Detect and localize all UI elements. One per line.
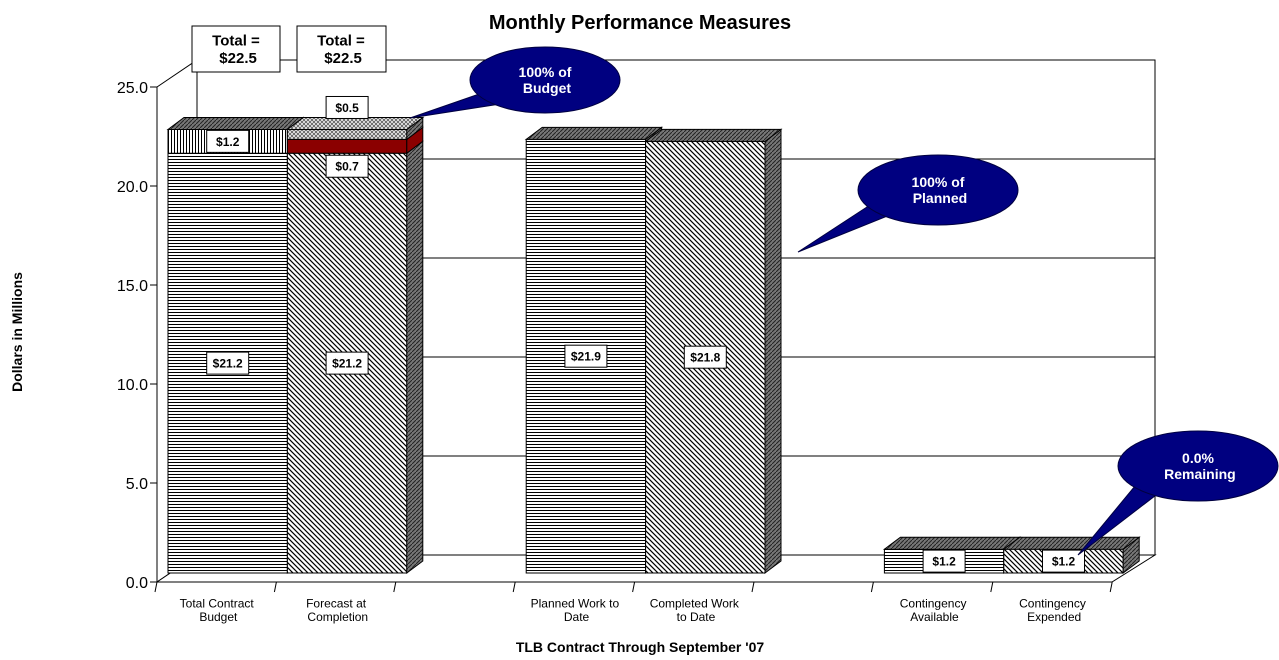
- value-label: $21.2: [213, 357, 243, 371]
- y-tick-label: 20.0: [117, 179, 148, 196]
- bar-side: [406, 140, 424, 574]
- total-label: Total = $22.5: [212, 33, 260, 67]
- value-label: $21.2: [332, 357, 362, 371]
- y-axis-label: Dollars in Millions: [9, 272, 25, 392]
- x-tick: [273, 581, 277, 593]
- total-box: Total = $22.5: [296, 25, 387, 73]
- x-tick-label: Contingency Available: [900, 596, 967, 624]
- value-label-box: [325, 95, 369, 119]
- callout-bubble: [1117, 430, 1279, 502]
- total-frame: [191, 25, 281, 73]
- bar-top: [524, 126, 664, 140]
- x-tick-label: Total Contract Budget: [180, 596, 255, 624]
- value-label: $21.8: [690, 351, 720, 365]
- bar-segment: [286, 138, 408, 154]
- value-label-box: [564, 344, 608, 368]
- callout-text: 100% of Planned: [909, 174, 967, 206]
- value-label-box: [325, 351, 369, 375]
- bar-top: [1002, 536, 1141, 550]
- total-frame: [296, 25, 387, 73]
- value-label-box: [206, 351, 250, 375]
- x-tick-label: Planned Work to Date: [531, 596, 620, 624]
- bar-top: [285, 116, 425, 130]
- callout: 0.0% Remaining: [1077, 430, 1279, 556]
- y-tick-label: 0.0: [126, 575, 148, 592]
- y-tick-label: 15.0: [117, 278, 148, 295]
- value-label-box: [922, 549, 966, 573]
- callout-text: 0.0% Remaining: [1160, 450, 1235, 482]
- x-tick: [1109, 581, 1113, 593]
- value-label: $21.9: [571, 350, 601, 364]
- x-axis-label: TLB Contract Through September '07: [516, 639, 765, 655]
- y-tick-label: 10.0: [117, 377, 148, 394]
- callout-text: 100% of Budget: [519, 64, 572, 96]
- x-tick: [512, 581, 516, 593]
- callout-bubble: [469, 46, 621, 114]
- x-tick-label: Forecast at Completion: [304, 596, 368, 624]
- bar-side: [764, 128, 782, 574]
- value-label: $1.2: [1052, 555, 1076, 569]
- bar-top: [882, 536, 1022, 550]
- total-label: Total = $22.5: [317, 33, 365, 67]
- x-tick-label: Contingency Expended: [1019, 596, 1086, 624]
- value-label: $0.7: [335, 160, 359, 174]
- value-label: $0.5: [335, 101, 359, 115]
- value-label-box: [206, 129, 250, 153]
- callout-bubble: [857, 154, 1019, 226]
- x-tick: [393, 581, 397, 593]
- bar-segment: [286, 128, 408, 140]
- value-label-box: [683, 345, 727, 369]
- x-tick: [751, 581, 755, 593]
- total-box: Total = $22.5: [191, 25, 281, 118]
- y-tick-label: 5.0: [126, 476, 148, 493]
- value-label: $1.2: [932, 555, 956, 569]
- callout: 100% of Budget: [409, 46, 621, 119]
- labels: 0.0 5.0 10.0 15.0 20.0 25.0 Total Contract Bud…: [117, 80, 1086, 624]
- callout: 100% of Planned: [797, 154, 1019, 253]
- chart-title: Monthly Performance Measures: [489, 12, 791, 34]
- x-tick-label: Completed Work to Date: [650, 596, 740, 624]
- x-tick: [632, 581, 636, 593]
- value-label: $1.2: [216, 135, 240, 149]
- x-tick: [990, 581, 994, 593]
- bar-top: [644, 128, 783, 142]
- x-tick: [870, 581, 874, 593]
- value-label-box: [325, 154, 369, 178]
- bar-top: [166, 116, 305, 130]
- x-tick: [154, 581, 158, 593]
- value-label-box: [1042, 549, 1085, 573]
- y-tick-label: 25.0: [117, 80, 148, 97]
